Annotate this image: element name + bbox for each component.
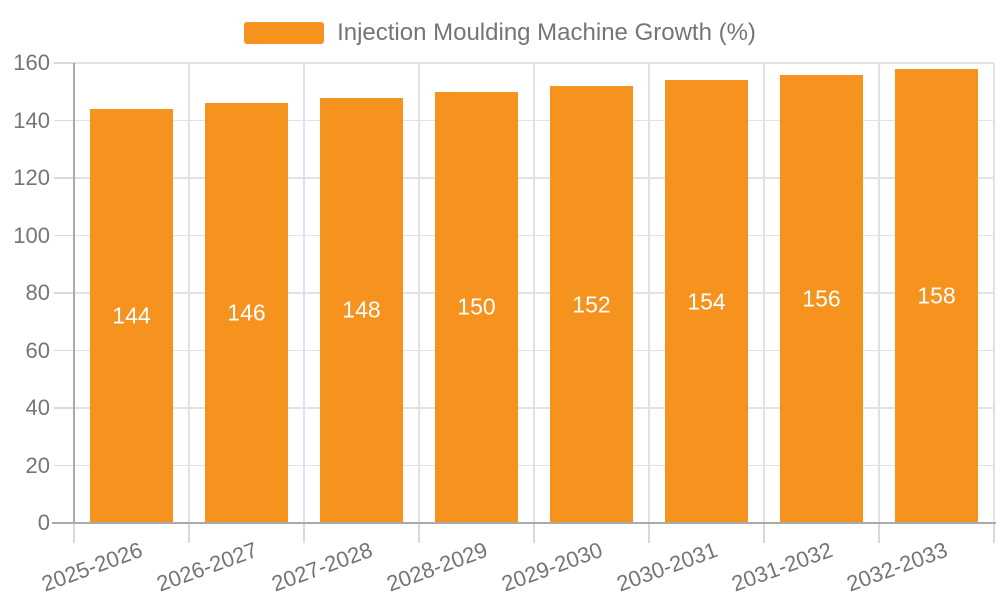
bar-2032-2033[interactable]: 158 bbox=[895, 68, 978, 523]
bar-2030-2031[interactable]: 154 bbox=[665, 80, 748, 523]
bar-value-label: 148 bbox=[342, 296, 381, 323]
x-axis-tick bbox=[303, 523, 305, 543]
y-axis-tick-label: 20 bbox=[25, 452, 50, 478]
y-axis-tick bbox=[54, 119, 74, 122]
y-axis-tick bbox=[54, 62, 74, 64]
bar-2028-2029[interactable]: 150 bbox=[435, 91, 518, 523]
x-axis-tick-label: 2028-2029 bbox=[383, 537, 492, 597]
v-gridline bbox=[993, 63, 995, 523]
bar-2027-2028[interactable]: 148 bbox=[320, 97, 403, 523]
x-axis-tick-label: 2030-2031 bbox=[613, 537, 722, 597]
x-axis-tick bbox=[418, 523, 420, 543]
y-axis-tick-label: 140 bbox=[13, 107, 50, 133]
bar-value-label: 152 bbox=[572, 291, 611, 317]
x-axis-tick-label: 2026-2027 bbox=[153, 537, 262, 597]
y-axis-tick-label: 40 bbox=[25, 395, 50, 420]
y-axis-tick bbox=[54, 349, 74, 352]
x-axis-tick bbox=[763, 523, 765, 543]
legend[interactable]: Injection Moulding Machine Growth (%) bbox=[0, 19, 1000, 47]
y-axis-tick-label: 0 bbox=[37, 510, 50, 535]
y-axis-tick-label: 80 bbox=[25, 280, 50, 305]
v-gridline bbox=[878, 63, 880, 523]
y-axis-line bbox=[73, 63, 75, 524]
y-axis-tick bbox=[54, 177, 74, 179]
y-axis-tick-label: 120 bbox=[13, 165, 50, 190]
bar-2029-2030[interactable]: 152 bbox=[550, 86, 633, 523]
legend-swatch-icon bbox=[244, 22, 325, 44]
y-axis-tick bbox=[54, 407, 74, 409]
y-axis-tick bbox=[54, 234, 74, 237]
y-axis-tick bbox=[54, 464, 74, 467]
x-axis-tick-label: 2031-2032 bbox=[728, 537, 837, 597]
y-axis-tick-label: 60 bbox=[25, 337, 50, 363]
v-gridline bbox=[763, 63, 765, 523]
v-gridline bbox=[533, 63, 535, 523]
x-axis-tick bbox=[188, 523, 190, 543]
bar-2026-2027[interactable]: 146 bbox=[205, 103, 288, 523]
x-axis-tick-label: 2029-2030 bbox=[498, 537, 607, 597]
bar-2025-2026[interactable]: 144 bbox=[90, 109, 173, 523]
x-axis-tick bbox=[648, 523, 650, 543]
bar-value-label: 154 bbox=[687, 288, 726, 315]
bar-value-label: 144 bbox=[112, 302, 151, 329]
y-axis-tick-label: 160 bbox=[13, 50, 50, 75]
bar-value-label: 146 bbox=[227, 299, 266, 326]
v-gridline bbox=[188, 63, 190, 523]
bar-value-label: 150 bbox=[457, 293, 496, 320]
x-axis-tick bbox=[878, 523, 880, 543]
y-axis-tick-label: 100 bbox=[13, 222, 50, 248]
x-axis-tick bbox=[533, 523, 535, 543]
x-axis-tick bbox=[993, 523, 995, 543]
bar-value-label: 156 bbox=[802, 285, 841, 312]
x-axis-line bbox=[52, 522, 996, 524]
x-axis-tick-label: 2032-2033 bbox=[843, 537, 952, 597]
x-axis-tick bbox=[73, 523, 75, 543]
y-axis-tick bbox=[54, 292, 74, 294]
bar-value-label: 158 bbox=[917, 282, 956, 309]
v-gridline bbox=[303, 63, 305, 523]
legend-label: Injection Moulding Machine Growth (%) bbox=[337, 19, 756, 46]
x-axis-tick-label: 2025-2026 bbox=[38, 537, 147, 597]
x-axis-tick-label: 2027-2028 bbox=[268, 537, 377, 597]
v-gridline bbox=[418, 63, 420, 523]
bar-2031-2032[interactable]: 156 bbox=[780, 74, 863, 523]
v-gridline bbox=[648, 63, 650, 523]
